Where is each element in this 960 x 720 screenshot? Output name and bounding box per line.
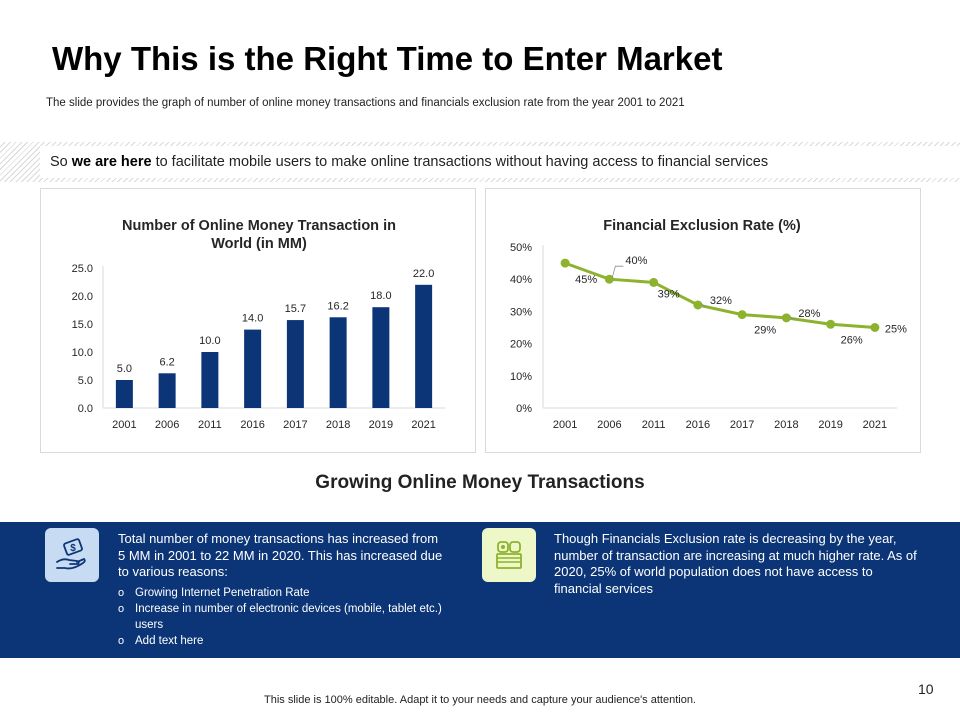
x-tick-label: 2001	[112, 419, 136, 431]
label-leader	[700, 302, 708, 307]
bar-chart-title: World (in MM)	[211, 236, 307, 252]
bar	[158, 373, 176, 408]
bar	[286, 320, 304, 408]
left-info-column: Total number of money transactions has i…	[118, 531, 448, 649]
y-tick-label: 10%	[510, 371, 532, 383]
point-value-label: 32%	[710, 295, 732, 307]
series-point	[560, 258, 570, 268]
bar-value-label: 22.0	[413, 268, 434, 280]
money-hand-icon: $	[45, 528, 99, 582]
bar-value-label: 14.0	[242, 313, 263, 325]
y-tick-label: 0.0	[78, 403, 93, 415]
section-title: Growing Online Money Transactions	[315, 472, 645, 493]
bar-value-label: 6.2	[159, 356, 174, 368]
x-tick-label: 2011	[642, 419, 666, 431]
x-tick-label: 2017	[730, 419, 754, 431]
left-info-text: Total number of money transactions has i…	[118, 531, 443, 579]
series-point	[870, 323, 880, 332]
page-number: 10	[918, 681, 934, 697]
y-tick-label: 0%	[516, 403, 532, 415]
bar-value-label: 5.0	[117, 363, 132, 375]
x-tick-label: 2021	[411, 419, 435, 431]
svg-text:$: $	[70, 543, 76, 554]
bar	[415, 284, 433, 408]
series-point	[781, 313, 791, 323]
series-line	[564, 261, 875, 329]
label-leader	[789, 315, 797, 320]
point-value-label: 28%	[798, 308, 820, 320]
x-tick-label: 2021	[863, 419, 887, 431]
x-tick-label: 2001	[553, 419, 577, 431]
reason-item: Increase in number of electronic devices…	[118, 601, 448, 633]
bar-value-label: 16.2	[327, 300, 348, 312]
banner: So we are here to facilitate mobile user…	[0, 142, 960, 182]
page-title: Why This is the Right Time to Enter Mark…	[52, 40, 723, 77]
banner-suffix: to facilitate mobile users to make onlin…	[155, 154, 769, 170]
footer-note: This slide is 100% editable. Adapt it to…	[264, 694, 696, 706]
series-point	[693, 300, 703, 310]
x-tick-label: 2006	[155, 419, 179, 431]
point-value-label: 25%	[885, 324, 907, 336]
money-stack-icon	[482, 528, 536, 582]
banner-bold: we are here	[71, 154, 152, 170]
right-info-text: Though Financials Exclusion rate is decr…	[554, 531, 917, 596]
bar-chart-panel: Number of Online Money Transaction in Wor…	[40, 188, 476, 453]
series-point	[649, 277, 659, 287]
reason-item: Add text here	[118, 633, 448, 649]
y-tick-label: 50%	[510, 242, 532, 254]
bar-chart-title: Number of Online Money Transaction in	[122, 218, 396, 234]
label-leader	[611, 265, 624, 278]
x-tick-label: 2017	[283, 419, 307, 431]
y-tick-label: 40%	[510, 274, 532, 286]
line-chart: Financial Exclusion Rate (%) 0% 10% 20% 30% 4…	[510, 218, 907, 431]
banner-text: So we are here to facilitate mobile user…	[40, 146, 960, 178]
reasons-list: Growing Internet Penetration Rate Increa…	[118, 585, 448, 649]
x-tick-label: 2019	[369, 419, 393, 431]
point-value-label: 40%	[625, 255, 647, 267]
x-tick-label: 2018	[326, 419, 350, 431]
bar	[115, 380, 133, 408]
series-point	[737, 310, 747, 320]
series-point	[604, 274, 614, 284]
x-tick-label: 2016	[686, 419, 710, 431]
point-value-label: 39%	[658, 288, 680, 300]
point-value-label: 26%	[841, 334, 863, 346]
banner-prefix: So	[50, 154, 68, 170]
line-chart-panel: Financial Exclusion Rate (%) 0% 10% 20% 30% 4…	[485, 188, 921, 453]
y-tick-label: 10.0	[72, 347, 93, 359]
reason-item: Growing Internet Penetration Rate	[118, 585, 448, 601]
bar	[329, 317, 347, 408]
x-tick-label: 2016	[240, 419, 264, 431]
bar	[372, 307, 390, 408]
point-value-label: 29%	[754, 325, 776, 337]
y-tick-label: 30%	[510, 306, 532, 318]
y-tick-label: 15.0	[72, 319, 93, 331]
x-tick-label: 2019	[818, 419, 842, 431]
y-tick-label: 20%	[510, 339, 532, 351]
bar	[244, 329, 262, 408]
x-tick-label: 2006	[597, 419, 621, 431]
series-point	[826, 319, 836, 329]
y-tick-label: 20.0	[72, 291, 93, 303]
point-value-label: 45%	[575, 274, 597, 286]
x-tick-label: 2011	[198, 419, 222, 431]
bar-value-label: 10.0	[199, 335, 220, 347]
line-chart-title: Financial Exclusion Rate (%)	[603, 218, 801, 234]
bar-value-label: 15.7	[285, 303, 306, 315]
bar	[201, 352, 219, 408]
x-tick-label: 2018	[774, 419, 798, 431]
right-info-column: Though Financials Exclusion rate is decr…	[554, 531, 924, 597]
page-subtitle: The slide provides the graph of number o…	[46, 97, 685, 109]
bar-value-label: 18.0	[370, 290, 391, 302]
y-tick-label: 5.0	[78, 375, 93, 387]
y-tick-label: 25.0	[72, 263, 93, 275]
bar-chart: Number of Online Money Transaction in Wor…	[72, 218, 445, 431]
